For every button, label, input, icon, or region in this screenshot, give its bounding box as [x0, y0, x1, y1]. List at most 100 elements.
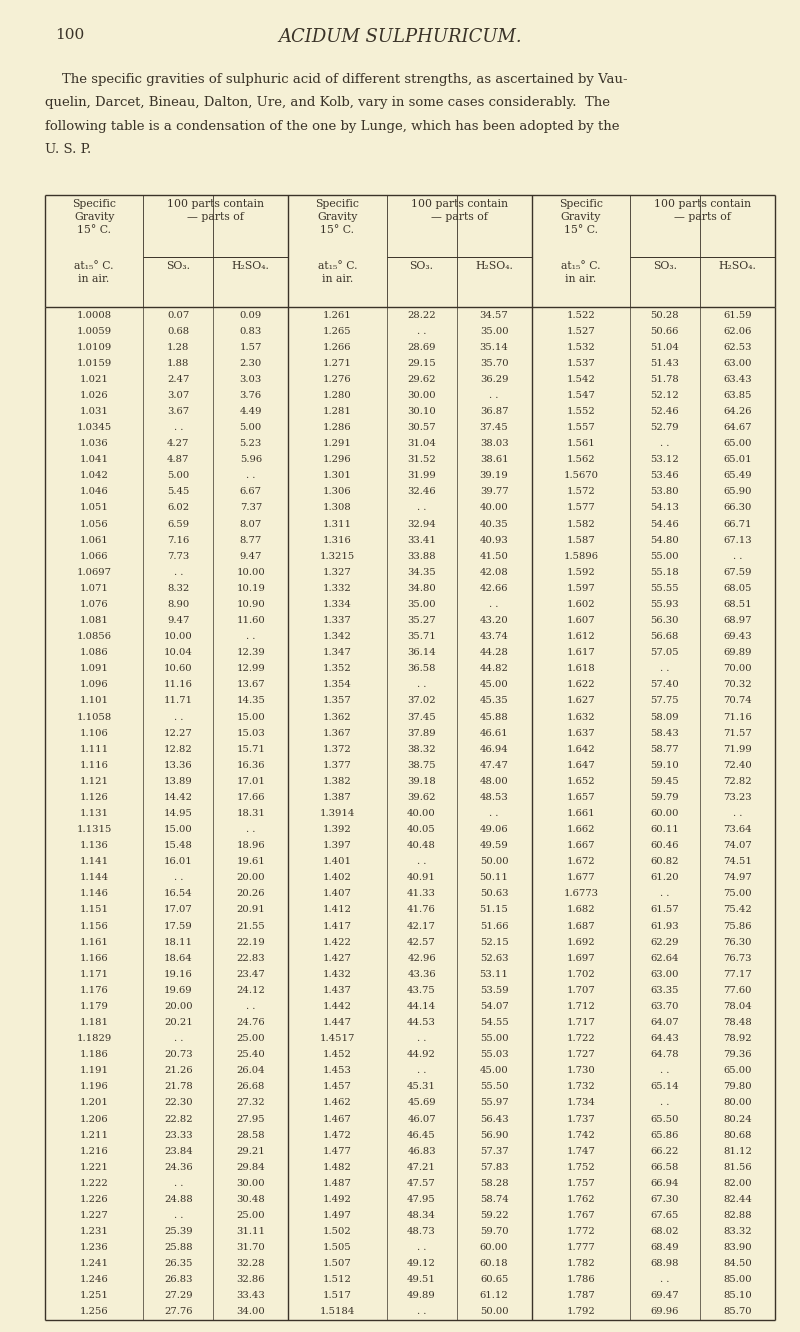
Text: 1.291: 1.291 [323, 440, 352, 448]
Text: 40.05: 40.05 [407, 825, 436, 834]
Text: 1.697: 1.697 [566, 954, 595, 963]
Text: . .: . . [174, 874, 183, 882]
Text: 1.0109: 1.0109 [77, 342, 112, 352]
Text: 1.642: 1.642 [566, 745, 595, 754]
Text: 39.18: 39.18 [407, 777, 436, 786]
Text: 49.51: 49.51 [407, 1275, 436, 1284]
Text: 0.68: 0.68 [167, 326, 190, 336]
Text: 57.83: 57.83 [480, 1163, 509, 1172]
Text: 18.64: 18.64 [164, 954, 193, 963]
Text: 22.83: 22.83 [237, 954, 265, 963]
Text: . .: . . [417, 1243, 426, 1252]
Text: 0.07: 0.07 [167, 310, 190, 320]
Text: 59.70: 59.70 [480, 1227, 509, 1236]
Text: 1.241: 1.241 [79, 1259, 109, 1268]
Text: 11.60: 11.60 [236, 615, 265, 625]
Text: 15.03: 15.03 [236, 729, 265, 738]
Text: 27.32: 27.32 [237, 1099, 265, 1107]
Text: 50.00: 50.00 [480, 1308, 509, 1316]
Text: 64.26: 64.26 [723, 408, 752, 416]
Text: 75.42: 75.42 [723, 906, 752, 915]
Text: 16.36: 16.36 [237, 761, 265, 770]
Text: 2.30: 2.30 [240, 358, 262, 368]
Text: 56.30: 56.30 [650, 615, 679, 625]
Text: 27.95: 27.95 [237, 1115, 265, 1123]
Text: 79.36: 79.36 [723, 1050, 752, 1059]
Text: 58.77: 58.77 [650, 745, 679, 754]
Text: 68.51: 68.51 [723, 599, 752, 609]
Text: 65.14: 65.14 [650, 1083, 679, 1091]
Text: 1.647: 1.647 [566, 761, 595, 770]
Text: . .: . . [733, 551, 742, 561]
Text: 1.702: 1.702 [566, 970, 595, 979]
Text: . .: . . [174, 1211, 183, 1220]
Text: 61.20: 61.20 [650, 874, 679, 882]
Text: 1.280: 1.280 [323, 390, 352, 400]
Text: 65.90: 65.90 [723, 488, 752, 497]
Text: 1.111: 1.111 [79, 745, 109, 754]
Text: 18.96: 18.96 [237, 842, 265, 850]
Text: 1.226: 1.226 [80, 1195, 109, 1204]
Text: 55.00: 55.00 [480, 1034, 509, 1043]
Text: 35.00: 35.00 [480, 326, 509, 336]
Text: 100 parts contain
— parts of: 100 parts contain — parts of [654, 198, 751, 222]
Text: 8.32: 8.32 [167, 583, 190, 593]
Text: 43.20: 43.20 [480, 615, 509, 625]
Text: 46.45: 46.45 [407, 1131, 436, 1140]
Text: 1.502: 1.502 [323, 1227, 352, 1236]
Text: 14.95: 14.95 [164, 809, 193, 818]
Text: 20.91: 20.91 [236, 906, 265, 915]
Text: 71.16: 71.16 [723, 713, 752, 722]
Text: 1.28: 1.28 [167, 342, 190, 352]
Text: 49.12: 49.12 [407, 1259, 436, 1268]
Text: 1.447: 1.447 [323, 1018, 352, 1027]
Text: 6.59: 6.59 [167, 519, 190, 529]
Text: 21.78: 21.78 [164, 1083, 193, 1091]
Text: 1.792: 1.792 [566, 1308, 595, 1316]
Text: 1.57: 1.57 [239, 342, 262, 352]
Text: 36.58: 36.58 [407, 665, 436, 673]
Text: 1.367: 1.367 [323, 729, 352, 738]
Text: 48.34: 48.34 [407, 1211, 436, 1220]
Text: 1.086: 1.086 [80, 649, 109, 657]
Text: 30.00: 30.00 [237, 1179, 265, 1188]
Text: 65.50: 65.50 [650, 1115, 679, 1123]
Text: . .: . . [174, 713, 183, 722]
Text: 1.662: 1.662 [566, 825, 595, 834]
Text: 45.00: 45.00 [480, 681, 509, 690]
Text: 1.051: 1.051 [80, 503, 109, 513]
Text: 1.5670: 1.5670 [563, 472, 598, 481]
Text: 1.1829: 1.1829 [77, 1034, 112, 1043]
Text: 62.53: 62.53 [723, 342, 752, 352]
Text: . .: . . [417, 681, 426, 690]
Text: Specific
Gravity
15° C.: Specific Gravity 15° C. [315, 198, 359, 236]
Text: 69.89: 69.89 [723, 649, 752, 657]
Text: 1.151: 1.151 [79, 906, 109, 915]
Text: 51.04: 51.04 [650, 342, 679, 352]
Text: 71.57: 71.57 [723, 729, 752, 738]
Text: 26.35: 26.35 [164, 1259, 193, 1268]
Text: 17.07: 17.07 [164, 906, 193, 915]
Text: 12.99: 12.99 [236, 665, 265, 673]
Text: 29.84: 29.84 [236, 1163, 265, 1172]
Text: 42.96: 42.96 [407, 954, 436, 963]
Text: 53.59: 53.59 [480, 986, 509, 995]
Text: 69.96: 69.96 [650, 1308, 679, 1316]
Text: 56.90: 56.90 [480, 1131, 508, 1140]
Text: 37.02: 37.02 [407, 697, 436, 706]
Text: 1.332: 1.332 [323, 583, 352, 593]
Text: 1.462: 1.462 [323, 1099, 352, 1107]
Text: 49.06: 49.06 [480, 825, 509, 834]
Text: 47.47: 47.47 [480, 761, 509, 770]
Text: 57.75: 57.75 [650, 697, 679, 706]
Text: 61.93: 61.93 [650, 922, 679, 931]
Text: 60.46: 60.46 [650, 842, 679, 850]
Text: 1.453: 1.453 [323, 1067, 352, 1075]
Text: 26.04: 26.04 [237, 1067, 265, 1075]
Text: 1.377: 1.377 [323, 761, 352, 770]
Text: 1.301: 1.301 [323, 472, 352, 481]
Text: 6.67: 6.67 [240, 488, 262, 497]
Text: 47.95: 47.95 [407, 1195, 436, 1204]
Text: 1.657: 1.657 [566, 793, 595, 802]
Text: following table is a condensation of the one by Lunge, which has been adopted by: following table is a condensation of the… [45, 120, 619, 133]
